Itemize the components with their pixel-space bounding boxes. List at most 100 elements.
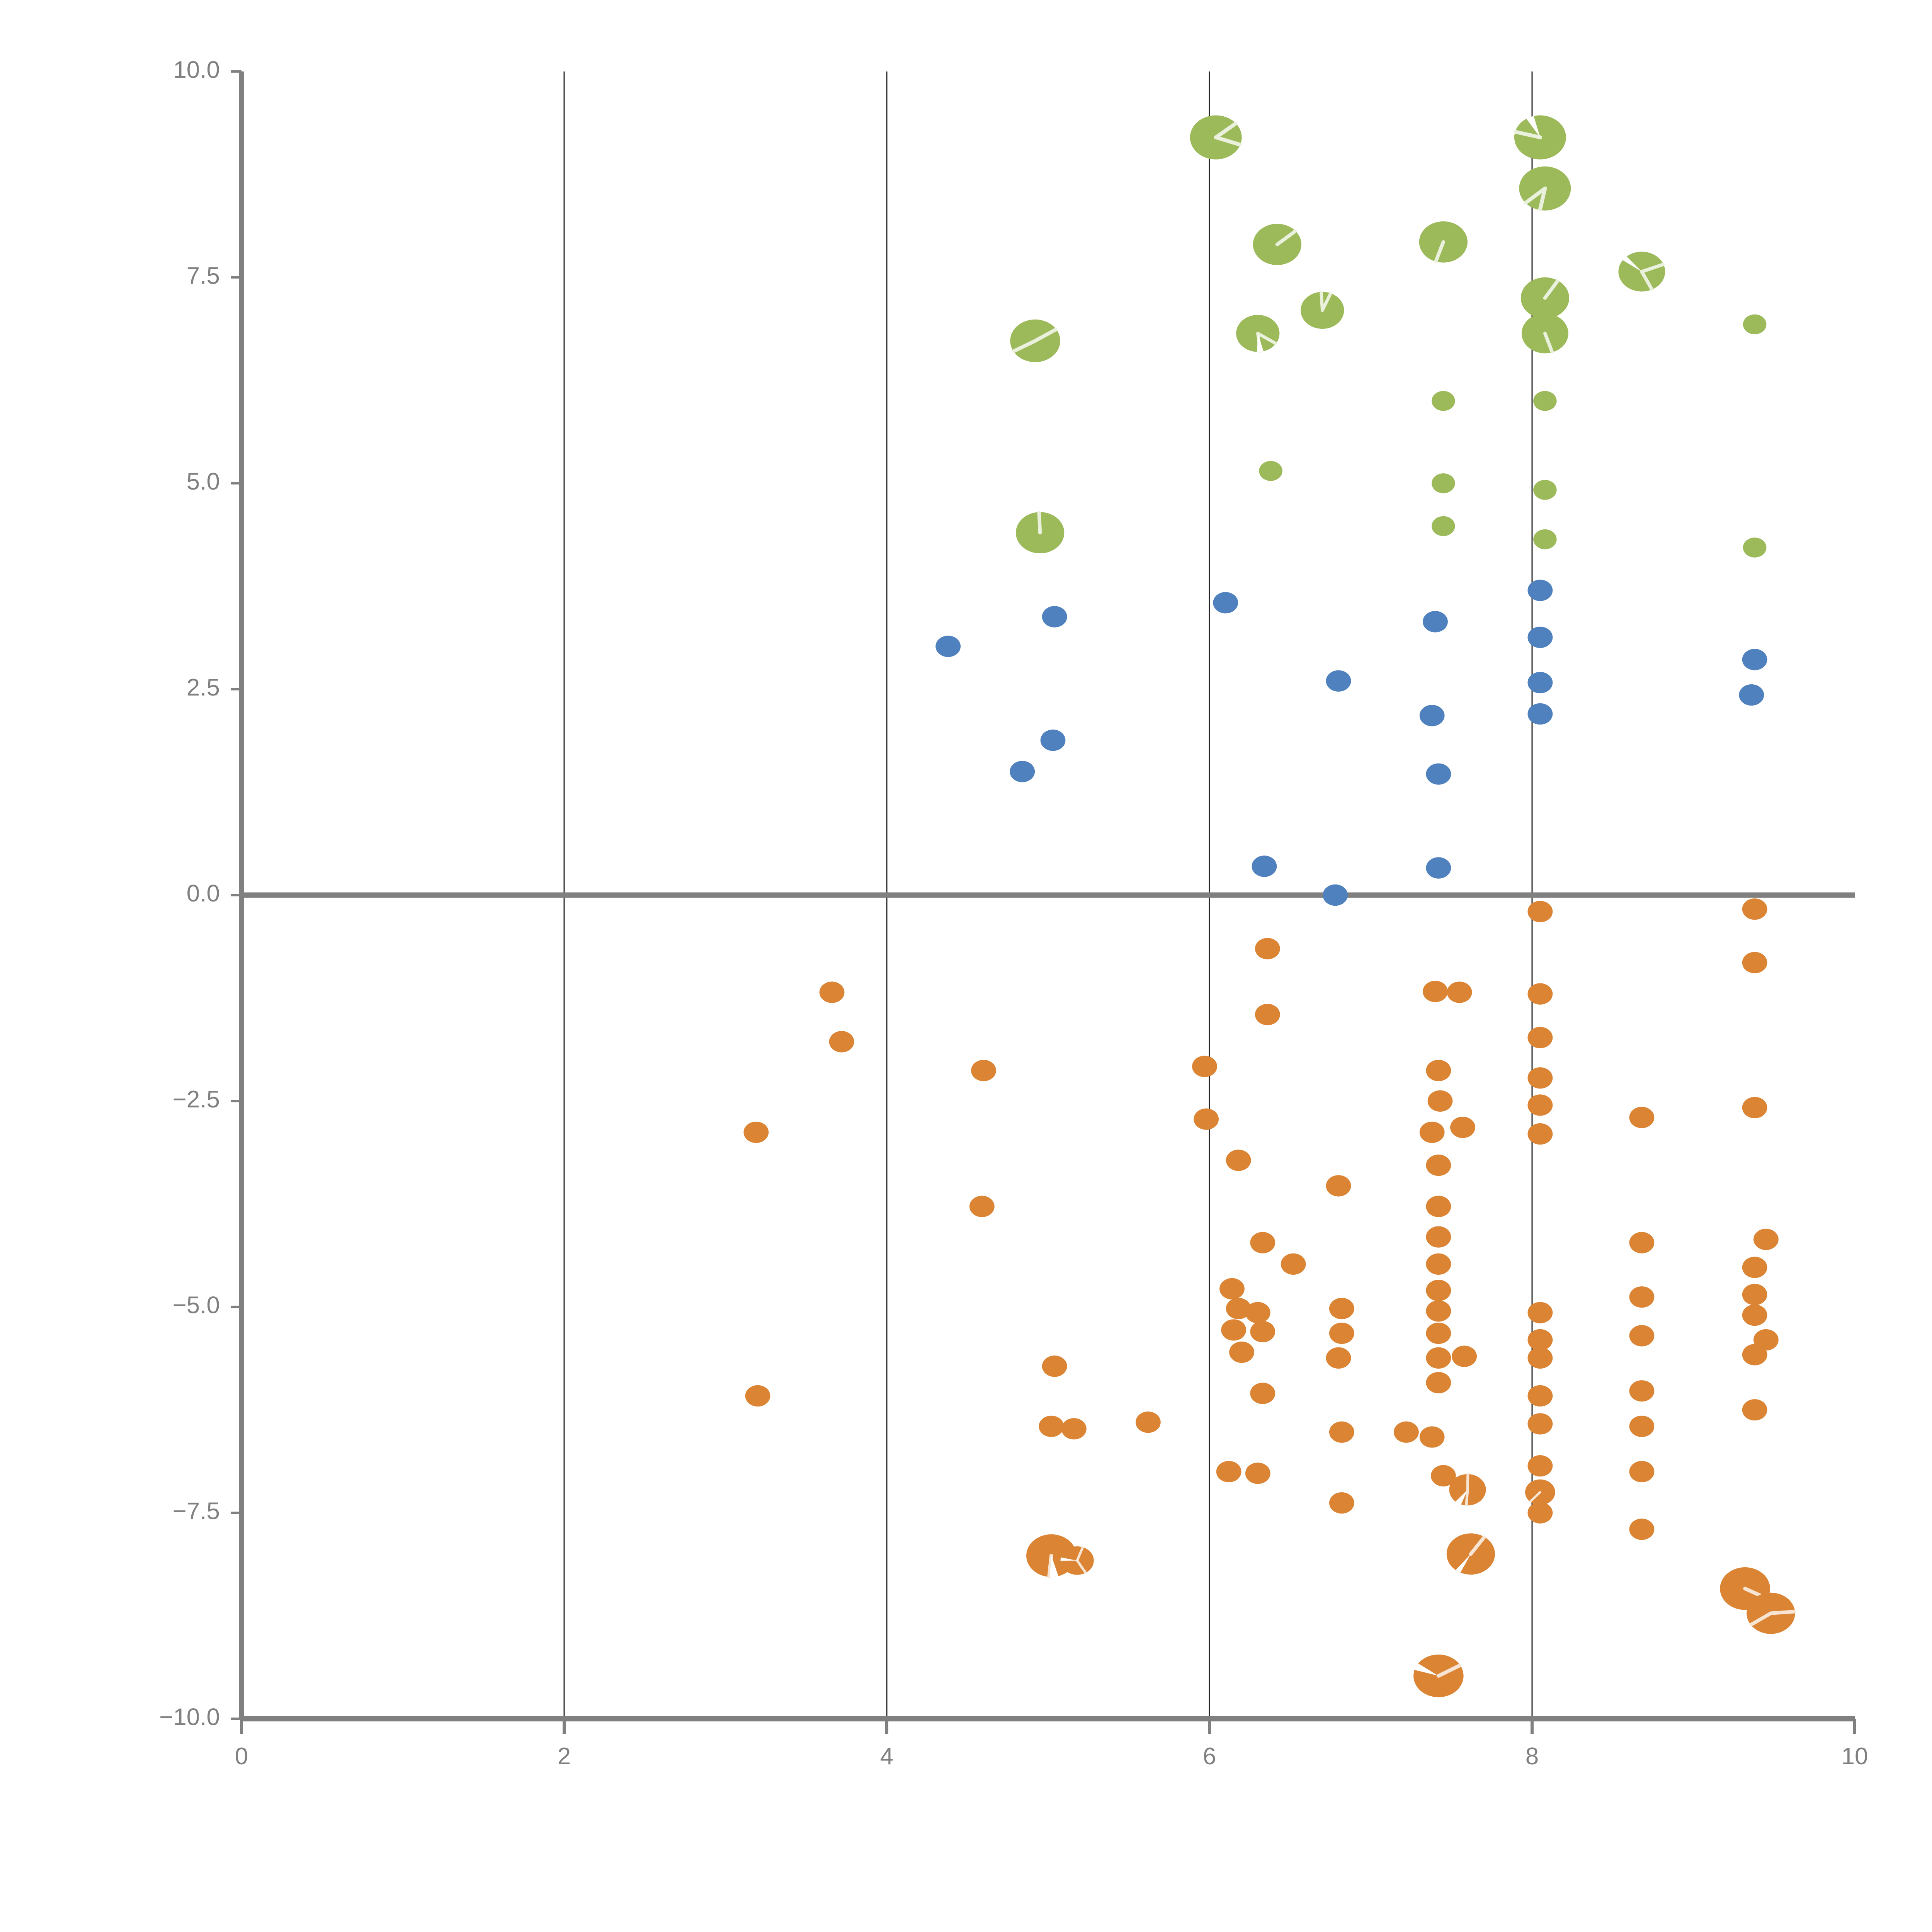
data-point-marker[interactable] (1629, 1415, 1655, 1437)
data-point-marker[interactable] (1250, 1383, 1276, 1404)
data-point-marker[interactable] (1527, 1302, 1553, 1323)
data-point-marker[interactable] (1742, 1344, 1767, 1366)
data-point-marker[interactable] (1629, 1519, 1655, 1540)
data-point-marker[interactable] (1329, 1298, 1354, 1320)
data-point-marker[interactable] (1629, 1286, 1655, 1308)
data-point-marker[interactable] (745, 1385, 770, 1407)
data-point-marker[interactable] (1527, 983, 1553, 1005)
data-point-marker[interactable] (1527, 1502, 1553, 1524)
data-point-marker[interactable] (1527, 1067, 1553, 1089)
data-point-marker[interactable] (819, 981, 845, 1003)
data-point-marker[interactable] (1527, 1455, 1553, 1477)
data-point-marker[interactable] (1250, 1321, 1276, 1342)
data-point-marker[interactable] (1329, 1421, 1354, 1443)
data-point-marker[interactable] (935, 636, 961, 657)
data-point-marker[interactable] (1742, 1284, 1767, 1305)
data-point-marker[interactable] (1432, 473, 1455, 493)
data-point-marker[interactable] (1426, 857, 1451, 879)
data-point-marker[interactable] (1010, 761, 1035, 782)
data-point-marker[interactable] (1226, 1298, 1251, 1320)
data-point-marker[interactable] (1426, 1155, 1451, 1176)
data-point-marker[interactable] (1527, 1094, 1553, 1116)
data-point-marker[interactable] (1281, 1253, 1306, 1275)
data-point-marker[interactable] (1061, 1418, 1087, 1440)
data-point-marker[interactable] (1229, 1341, 1254, 1363)
data-point-marker[interactable] (1426, 1322, 1451, 1344)
data-point-marker[interactable] (1419, 705, 1445, 726)
data-point-marker[interactable] (1419, 1426, 1445, 1448)
data-point-marker[interactable] (1739, 684, 1764, 706)
data-point-marker[interactable] (1533, 529, 1557, 549)
data-point-marker[interactable] (1743, 314, 1767, 335)
data-point-marker[interactable] (1426, 1300, 1451, 1322)
data-point-marker[interactable] (1219, 1278, 1245, 1299)
data-point-marker[interactable] (1326, 670, 1351, 692)
data-point-marker[interactable] (1393, 1421, 1419, 1443)
data-point-marker[interactable] (1426, 1253, 1451, 1275)
data-point-marker[interactable] (1742, 1304, 1767, 1326)
data-point-marker[interactable] (1245, 1463, 1270, 1484)
data-point-marker[interactable] (1042, 606, 1067, 628)
data-point-marker[interactable] (1426, 1280, 1451, 1301)
data-point-marker[interactable] (1427, 1090, 1453, 1112)
data-point-marker[interactable] (1323, 884, 1348, 906)
data-point-marker[interactable] (1527, 672, 1553, 694)
data-point-marker[interactable] (1450, 1116, 1475, 1138)
data-point-marker[interactable] (1135, 1412, 1161, 1433)
data-point-marker[interactable] (1255, 938, 1280, 959)
data-point-marker[interactable] (1259, 461, 1282, 481)
data-point-marker[interactable] (1423, 981, 1448, 1002)
data-point-marker[interactable] (1192, 1056, 1217, 1077)
data-point-marker[interactable] (1743, 537, 1767, 558)
data-point-marker[interactable] (1426, 763, 1451, 785)
data-point-marker[interactable] (1329, 1322, 1354, 1344)
data-point-marker[interactable] (1042, 1355, 1067, 1377)
data-point-marker[interactable] (829, 1031, 854, 1053)
data-point-marker[interactable] (1753, 1228, 1779, 1250)
data-point-marker[interactable] (1629, 1232, 1655, 1253)
data-point-marker[interactable] (1533, 391, 1557, 411)
data-point-marker[interactable] (1527, 1329, 1553, 1351)
data-point-marker[interactable] (1527, 901, 1553, 922)
data-point-marker[interactable] (1742, 649, 1767, 670)
data-point-marker[interactable] (1252, 855, 1277, 877)
data-point-marker[interactable] (1527, 1413, 1553, 1435)
data-point-marker[interactable] (1255, 1003, 1280, 1026)
data-point-marker[interactable] (1527, 1347, 1553, 1369)
data-point-marker[interactable] (1426, 1372, 1451, 1393)
data-point-marker[interactable] (1423, 611, 1448, 633)
data-point-marker[interactable] (1329, 1492, 1354, 1514)
data-point-marker[interactable] (1527, 1385, 1553, 1407)
data-point-marker[interactable] (1419, 1121, 1445, 1143)
data-point-marker[interactable] (1742, 1399, 1767, 1421)
data-point-marker[interactable] (1194, 1108, 1219, 1130)
data-point-marker[interactable] (1430, 1465, 1456, 1486)
data-point-marker[interactable] (1447, 981, 1472, 1003)
data-point-marker[interactable] (1426, 1347, 1451, 1369)
data-point-marker[interactable] (1245, 1302, 1270, 1323)
data-point-marker[interactable] (1629, 1107, 1655, 1128)
data-point-marker[interactable] (1527, 1027, 1553, 1048)
data-point-marker[interactable] (1226, 1150, 1251, 1171)
data-point-marker[interactable] (1426, 1226, 1451, 1248)
data-point-marker[interactable] (1326, 1175, 1351, 1197)
data-point-marker[interactable] (1629, 1380, 1655, 1402)
data-point-marker[interactable] (1452, 1345, 1477, 1367)
data-point-marker[interactable] (1742, 1097, 1767, 1119)
data-point-marker[interactable] (1426, 1196, 1451, 1217)
data-point-marker[interactable] (1250, 1232, 1276, 1253)
data-point-marker[interactable] (1432, 516, 1455, 536)
data-point-marker[interactable] (1742, 952, 1767, 973)
data-point-marker[interactable] (1216, 1461, 1242, 1483)
data-point-marker[interactable] (969, 1196, 995, 1217)
data-point-marker[interactable] (1426, 1060, 1451, 1082)
data-point-marker[interactable] (1527, 626, 1553, 648)
data-point-marker[interactable] (1213, 592, 1238, 614)
data-point-marker[interactable] (1527, 580, 1553, 601)
data-point-marker[interactable] (1432, 391, 1455, 411)
data-point-marker[interactable] (1629, 1325, 1655, 1347)
data-point-marker[interactable] (1039, 1415, 1064, 1437)
data-point-marker[interactable] (1629, 1461, 1655, 1483)
data-point-marker[interactable] (743, 1121, 769, 1143)
data-point-marker[interactable] (1527, 1123, 1553, 1145)
